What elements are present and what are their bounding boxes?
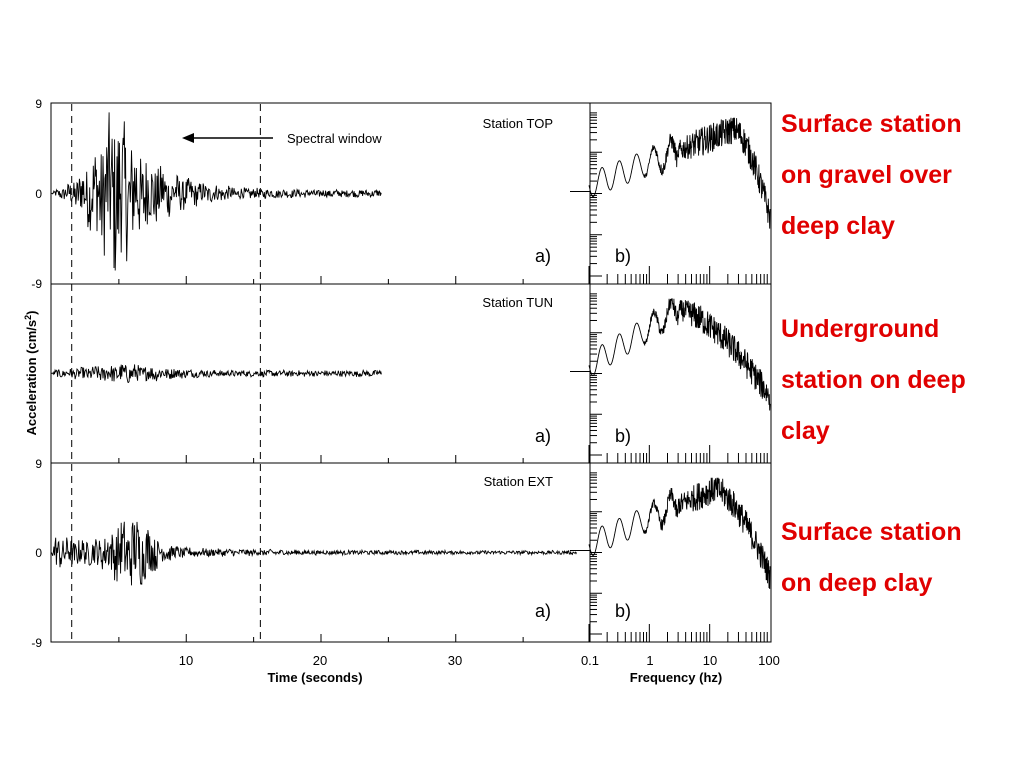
fourier-spectrum — [588, 117, 771, 229]
panel-label-b-tun: b) — [615, 426, 631, 446]
ytick-top-max: 9 — [35, 97, 42, 111]
fourier-spectra — [588, 117, 771, 590]
panel-label-a-top: a) — [535, 246, 551, 266]
ytick-top-min: -9 — [31, 277, 42, 291]
xtick-freq-1: 1 — [646, 653, 653, 668]
acceleration-trace — [51, 521, 578, 586]
xtick-freq-10: 10 — [703, 653, 717, 668]
side-label-line: Surface station — [781, 518, 962, 546]
fourier-spectrum — [588, 477, 771, 590]
axis-ticks — [118, 112, 768, 642]
panel-label-b-ext: b) — [615, 601, 631, 621]
fourier-spectrum — [588, 298, 771, 411]
side-label-line: deep clay — [781, 212, 895, 240]
acceleration-trace — [51, 364, 382, 384]
panel-label-a-ext: a) — [535, 601, 551, 621]
station-title-tun: Station TUN — [482, 295, 553, 310]
side-label-line: on gravel over — [781, 161, 952, 189]
side-label-line: station on deep — [781, 366, 966, 394]
station-title-ext: Station EXT — [484, 474, 553, 489]
panel-label-b-top: b) — [615, 246, 631, 266]
side-label-line: Underground — [781, 315, 940, 343]
side-label-line: Surface station — [781, 110, 962, 138]
ytick-top-zero: 0 — [35, 187, 42, 201]
xtick-freq-100: 100 — [758, 653, 780, 668]
xtick-freq-0.1: 0.1 — [581, 653, 599, 668]
side-label-line: clay — [781, 417, 830, 445]
side-label-ext-station: Surface station on deep clay — [781, 507, 1016, 609]
panel-label-a-tun: a) — [535, 426, 551, 446]
ytick-bottom-min: -9 — [31, 636, 42, 650]
x-axis-label-time: Time (seconds) — [267, 670, 362, 685]
xtick-time-20: 20 — [313, 653, 327, 668]
station-title-top: Station TOP — [483, 116, 553, 131]
xtick-time-30: 30 — [448, 653, 462, 668]
acceleration-traces — [51, 112, 578, 586]
spectral-window-arrowhead — [182, 133, 194, 143]
acceleration-trace — [51, 112, 382, 271]
y-axis-label: Acceleration (cm/s2) — [23, 311, 39, 436]
freq-frame — [589, 102, 772, 643]
side-label-line: on deep clay — [781, 569, 933, 597]
spectral-window-label: Spectral window — [287, 131, 382, 146]
x-axis-label-freq: Frequency (hz) — [630, 670, 722, 685]
ytick-bottom-zero: 0 — [35, 546, 42, 560]
ytick-bottom-max: 9 — [35, 457, 42, 471]
xtick-time-10: 10 — [179, 653, 193, 668]
side-label-top-station: Surface station on gravel over deep clay — [781, 99, 1016, 252]
side-label-tun-station: Underground station on deep clay — [781, 304, 1016, 457]
